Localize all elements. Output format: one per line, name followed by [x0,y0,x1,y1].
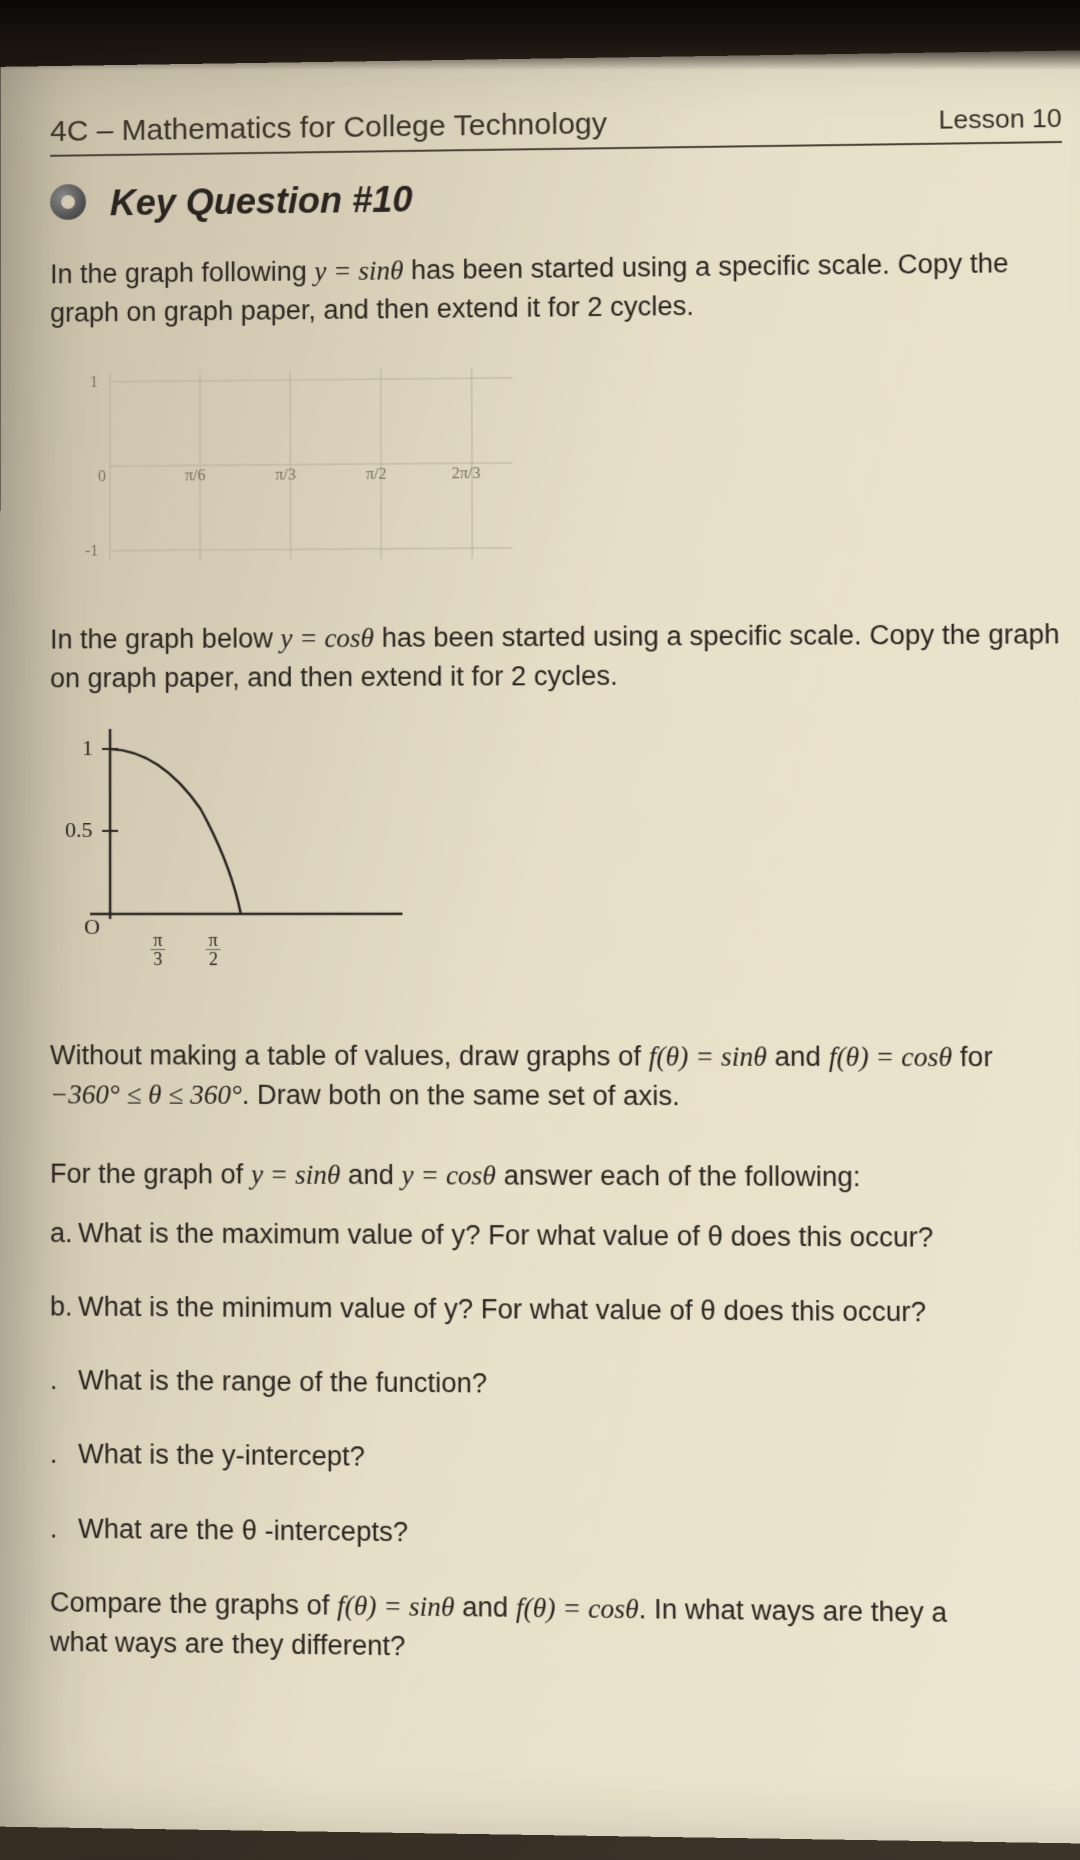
paragraph-1: In the graph following y = sinθ has been… [50,244,1063,334]
frac-pi-2: π2 [206,931,221,968]
paragraph-5: Compare the graphs of f(θ) = sinθ and f(… [50,1583,1075,1675]
y-tick-05: 0.5 [65,816,93,841]
paragraph-3: Without making a table of values, draw g… [50,1036,1071,1118]
y-tick-1: 1 [82,735,93,760]
textbook-page: 4C – Mathematics for College Technology … [0,50,1080,1844]
x-tick-pi2: π/2 [366,466,387,483]
x-tick-pi6: π/6 [185,468,206,485]
paragraph-2: In the graph below y = cosθ has been sta… [50,615,1067,699]
y-tick-1: 1 [90,374,98,391]
lesson-label: Lesson 10 [938,103,1062,136]
question-e: .What are the θ -intercepts? [50,1509,1074,1559]
paragraph-4: For the graph of y = sinθ and y = cosθ a… [50,1154,1071,1198]
course-name: Mathematics for College Technology [122,107,608,147]
question-list: a.What is the maximum value of y? For wh… [50,1214,1074,1559]
question-c: .What is the range of the function? [50,1361,1073,1409]
origin-0: 0 [98,468,106,485]
question-a: a.What is the maximum value of y? For wh… [50,1214,1072,1259]
page-header: 4C – Mathematics for College Technology … [50,101,1062,157]
cos-curve [110,748,241,913]
course-title: 4C – Mathematics for College Technology [50,107,607,149]
x-tick-2pi3: 2π/3 [452,465,481,482]
question-d: .What is the y-intercept? [50,1435,1074,1484]
x-tick-pi3: π/3 [275,467,296,484]
key-question-title: Key Question #10 [110,179,413,225]
question-b: b.What is the minimum value of y? For wh… [50,1287,1072,1333]
cos-graph-svg: 1 0.5 O [50,717,413,958]
x-axis-fracs: π3 π2 [150,930,1080,968]
origin-O: O [84,913,100,938]
key-icon [50,180,98,228]
key-question-heading: Key Question #10 [50,167,1062,228]
frac-pi-3: π3 [150,931,165,968]
graph-2-cos: 1 0.5 O π3 π2 [50,715,1069,997]
sin-graph-svg: 1 -1 0 π/6 π/3 π/2 2π/3 [50,348,533,581]
course-prefix: 4C – [50,114,121,148]
photo-dark-edge [0,0,1080,70]
graph-1-sin: 1 -1 0 π/6 π/3 π/2 2π/3 [50,342,1066,581]
y-tick-neg1: -1 [85,543,98,560]
